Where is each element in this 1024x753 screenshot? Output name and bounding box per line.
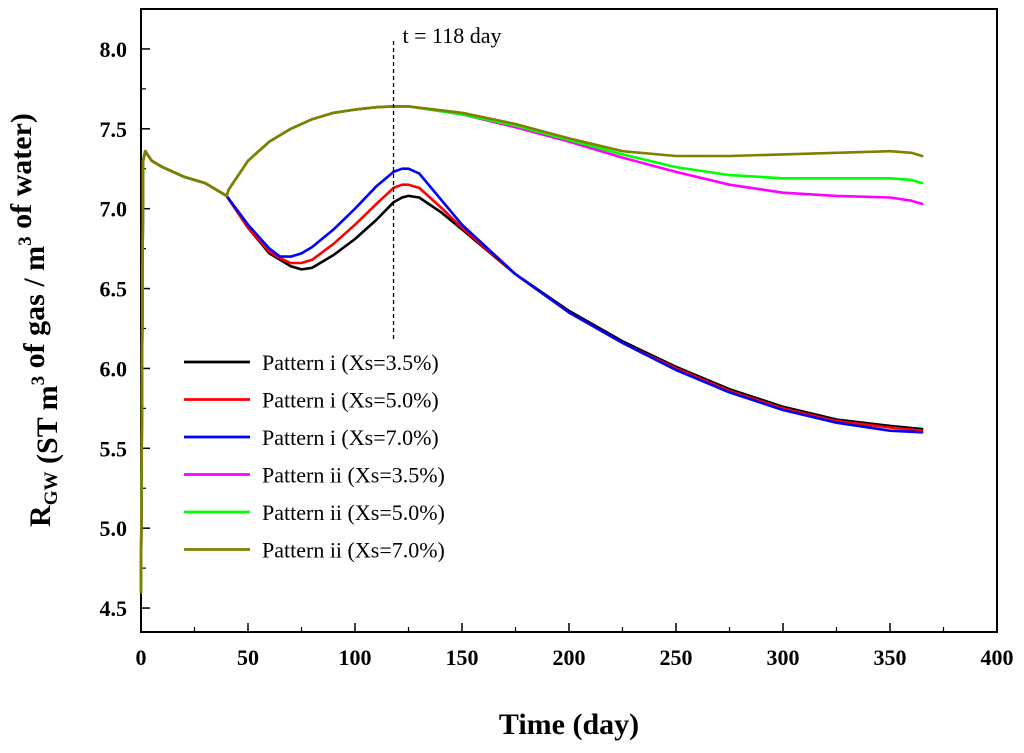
legend: Pattern i (Xs=3.5%) Pattern i (Xs=5.0%) Pa… (184, 350, 445, 563)
x-tick-label: 0 (136, 645, 147, 670)
y-tick-label: 7.0 (100, 197, 128, 222)
legend-label: Pattern i (Xs=7.0%) (262, 425, 439, 450)
legend-label: Pattern i (Xs=5.0%) (262, 388, 439, 413)
x-axis-title: Time (day) (499, 708, 639, 741)
series-line (139, 149, 924, 594)
y-axis-title-part: 3 (15, 236, 36, 246)
series-group (139, 105, 924, 594)
x-tick-label: 300 (767, 645, 800, 670)
series-line (139, 149, 924, 594)
series-line (139, 105, 924, 594)
y-axis-title-part: 3 (28, 376, 49, 386)
legend-label: Pattern ii (Xs=5.0%) (262, 500, 445, 525)
y-tick-label: 8.0 (100, 37, 128, 62)
annotation-text: t = 118 day (403, 23, 502, 48)
axis-ticks: 0 50 100 150 200 250 300 350 400 4.5 5.0 5.5 6.0 6.5 7… (100, 37, 1014, 670)
series-line (139, 105, 924, 594)
y-axis-title-part: of water) (5, 113, 38, 236)
y-axis-title-part: (ST m (31, 385, 64, 471)
y-axis-title-part: GW (41, 471, 62, 505)
y-tick-label: 5.5 (100, 436, 128, 461)
x-tick-label: 250 (660, 645, 693, 670)
y-axis-title-part: R (24, 505, 57, 527)
y-axis-title-part: of gas / m (18, 246, 51, 376)
legend-label: Pattern ii (Xs=7.0%) (262, 538, 445, 563)
x-tick-label: 400 (981, 645, 1014, 670)
annotation-group: t = 118 day (392, 23, 502, 340)
legend-label: Pattern ii (Xs=3.5%) (262, 463, 445, 488)
legend-label: Pattern i (Xs=3.5%) (262, 350, 439, 375)
y-tick-label: 6.0 (100, 356, 128, 381)
series-line (139, 149, 924, 594)
x-tick-label: 50 (237, 645, 259, 670)
x-tick-label: 200 (553, 645, 586, 670)
x-tick-label: 150 (446, 645, 479, 670)
x-tick-label: 350 (874, 645, 907, 670)
y-tick-label: 5.0 (100, 516, 128, 541)
x-tick-label: 100 (339, 645, 372, 670)
y-tick-label: 4.5 (100, 596, 128, 621)
y-axis-title: RGW (ST m3 of gas / m3 of water) (5, 113, 64, 527)
y-tick-label: 6.5 (100, 277, 128, 302)
y-tick-label: 7.5 (100, 117, 128, 142)
